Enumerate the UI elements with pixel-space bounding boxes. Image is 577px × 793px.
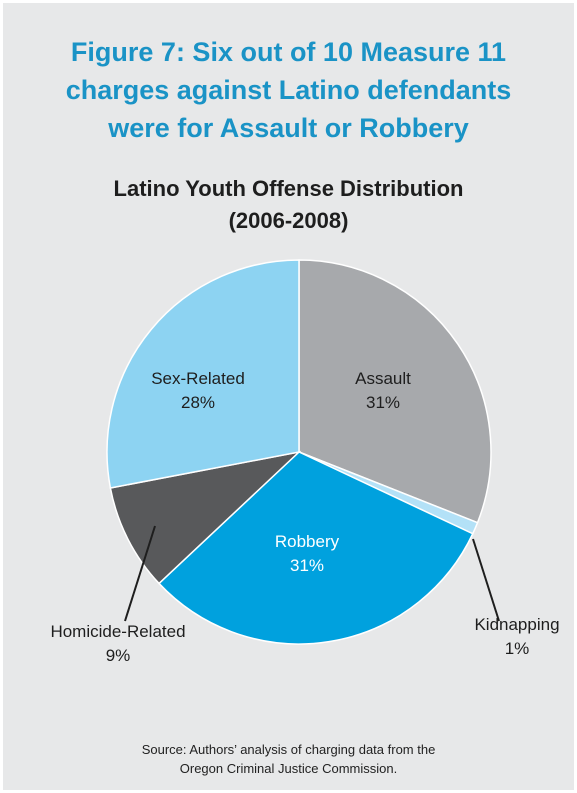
- slice-value-assault: 31%: [366, 393, 400, 412]
- slice-label-homicide-related: Homicide-Related: [50, 622, 185, 641]
- slice-value-sex-related: 28%: [181, 393, 215, 412]
- slice-label-robbery: Robbery: [275, 532, 340, 551]
- chart-title: Latino Youth Offense Distribution (2006-…: [3, 173, 574, 237]
- slice-value-robbery: 31%: [290, 556, 324, 575]
- figure-title-line-2: charges against Latino defendants: [65, 75, 512, 105]
- leader-line-homicide-related: [124, 525, 156, 622]
- pie-slice-robbery: [157, 451, 474, 645]
- leader-line-kidnapping: [472, 538, 500, 622]
- pie-chart: Assault 31% Kidnapping 1% Robbery 31% Homicide…: [50, 259, 560, 665]
- chart-title-line-1: Latino Youth Offense Distribution: [113, 176, 464, 201]
- pie-slice-assault: [298, 259, 492, 524]
- source-line-2: Oregon Criminal Justice Commission.: [179, 761, 398, 776]
- slice-label-assault: Assault: [355, 369, 411, 388]
- slice-label-kidnapping: Kidnapping: [474, 615, 559, 634]
- source-note: Source: Authors’ analysis of charging da…: [3, 740, 574, 778]
- figure-title-line-3: were for Assault or Robbery: [108, 113, 469, 143]
- pie-slice-sex-related: [106, 259, 300, 489]
- chart-title-line-2: (2006-2008): [228, 208, 349, 233]
- figure-title: Figure 7: Six out of 10 Measure 11 charg…: [3, 33, 574, 147]
- figure-title-line-1: Figure 7: Six out of 10 Measure 11: [70, 37, 507, 67]
- slice-label-sex-related: Sex-Related: [151, 369, 245, 388]
- figure-panel: Figure 7: Six out of 10 Measure 11 charg…: [3, 3, 574, 790]
- pie-slice-homicide-related: [109, 450, 302, 585]
- slice-value-homicide-related: 9%: [106, 646, 131, 665]
- source-line-1: Source: Authors’ analysis of charging da…: [141, 742, 436, 757]
- slice-value-kidnapping: 1%: [505, 639, 530, 658]
